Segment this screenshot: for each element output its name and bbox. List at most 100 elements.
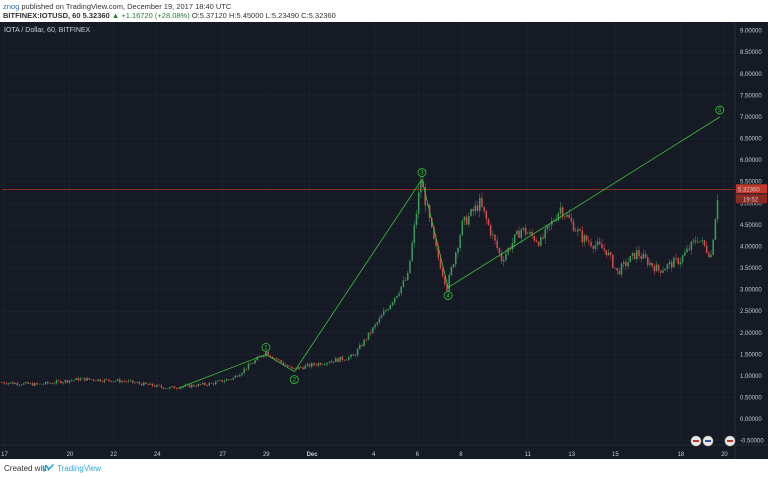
candle-body	[23, 383, 25, 385]
candle-body	[413, 224, 416, 243]
candle-body	[84, 377, 86, 381]
candle-body	[684, 252, 686, 256]
candle-body	[127, 380, 130, 382]
candle-body	[313, 363, 315, 365]
candle-body	[140, 383, 143, 386]
candle-body	[14, 383, 16, 385]
candle-body	[483, 206, 485, 212]
tradingview-logo-icon[interactable]	[43, 464, 54, 472]
candle-body	[655, 264, 658, 272]
flag-stripe-icon	[727, 440, 733, 442]
candle-body	[20, 384, 23, 386]
candle-body	[581, 230, 584, 243]
candle-body	[27, 382, 29, 384]
candle-body	[701, 240, 704, 241]
candle-body	[191, 384, 193, 388]
candle-body	[31, 383, 34, 386]
candle-body	[476, 205, 479, 211]
candle-body	[352, 354, 354, 356]
candle-body	[121, 381, 123, 383]
candle-body	[705, 245, 708, 253]
candle-body	[219, 380, 221, 381]
candle-body	[363, 339, 365, 347]
candle-body	[297, 367, 300, 370]
candle-body	[699, 240, 701, 242]
x-tick-label: 27	[219, 452, 226, 458]
candle-body	[145, 382, 147, 384]
wave-lines: 1 2 3 4 5	[2, 105, 735, 389]
candle-body	[51, 383, 53, 384]
candle-body	[99, 379, 101, 382]
candle-body	[496, 240, 498, 249]
candle-body	[36, 383, 38, 385]
candle-body	[579, 229, 581, 231]
candle-body	[40, 383, 43, 385]
candle-body	[622, 262, 625, 264]
candle-body	[256, 356, 259, 361]
candle-body	[478, 197, 481, 211]
candle-body	[308, 363, 311, 367]
x-tick-label: 20	[67, 452, 74, 458]
candle-body	[605, 249, 608, 256]
candle-body	[105, 379, 108, 380]
candle-body	[33, 383, 36, 386]
candle-body	[657, 264, 660, 271]
flag-icons[interactable]	[690, 435, 736, 447]
candle-body	[171, 386, 173, 388]
chart-legend: IOTA / Dollar, 60, BITFINEX	[4, 27, 91, 34]
y-tick-label: 2.50000	[740, 309, 762, 315]
tradingview-brand-link[interactable]: TradingView	[57, 464, 102, 473]
candle-body	[212, 383, 215, 385]
close-value: C:5.32360	[301, 11, 336, 20]
candle-body	[692, 240, 695, 242]
candle-body	[249, 363, 252, 365]
candle-body	[66, 380, 69, 383]
candle-body	[365, 339, 368, 341]
candle-body	[44, 381, 47, 385]
candle-body	[16, 383, 19, 385]
candle-body	[688, 248, 690, 250]
chart-area[interactable]: 1 2 3 4 5 -0.50000 0.00000 0.50000 1.00000 1.500…	[0, 22, 768, 459]
candle-body	[524, 227, 527, 235]
y-tick-label: 0.00000	[740, 417, 762, 423]
candle-body	[431, 217, 433, 228]
candle-body	[136, 382, 139, 383]
candle-body	[208, 383, 211, 386]
candle-body	[590, 242, 592, 247]
candle-body	[77, 378, 80, 381]
candle-body	[223, 380, 226, 382]
candle-body	[68, 380, 71, 383]
candlestick-chart[interactable]: 1 2 3 4 5 -0.50000 0.00000 0.50000 1.00000 1.500…	[0, 22, 768, 459]
candle-body	[404, 279, 407, 281]
time-axis[interactable]: 17 20 22 24 27 29 Dec 4 6 8 11 13 15 18 20	[1, 452, 728, 458]
candle-body	[572, 221, 575, 232]
candle-body	[169, 387, 171, 389]
price-axis[interactable]: -0.50000 0.00000 0.50000 1.00000 1.50000 2.00…	[736, 29, 767, 445]
candle-body	[215, 381, 217, 385]
candle-body	[516, 230, 518, 235]
candle-body	[260, 356, 263, 358]
candle-body	[577, 229, 579, 232]
candle-body	[350, 354, 352, 358]
candle-body	[494, 234, 496, 241]
y-tick-label: 9.00000	[740, 29, 762, 35]
y-tick-label: 7.50000	[740, 93, 762, 99]
candle-body	[481, 197, 483, 207]
candle-body	[239, 374, 241, 377]
candle-body	[12, 382, 14, 385]
candle-body	[317, 363, 320, 366]
author-link[interactable]: znog	[3, 2, 20, 11]
candle-body	[415, 213, 418, 225]
candle-body	[457, 247, 459, 253]
candle-body	[195, 386, 197, 387]
candle-body	[463, 216, 466, 221]
candle-body	[378, 318, 381, 323]
last-price: 5.32360	[82, 11, 110, 20]
candle-body	[465, 216, 468, 225]
candle-body	[531, 232, 533, 236]
candle-body	[627, 262, 629, 267]
candle-body	[703, 240, 706, 246]
candle-body	[564, 216, 566, 218]
candle-body	[269, 355, 272, 357]
candle-body	[396, 295, 398, 298]
